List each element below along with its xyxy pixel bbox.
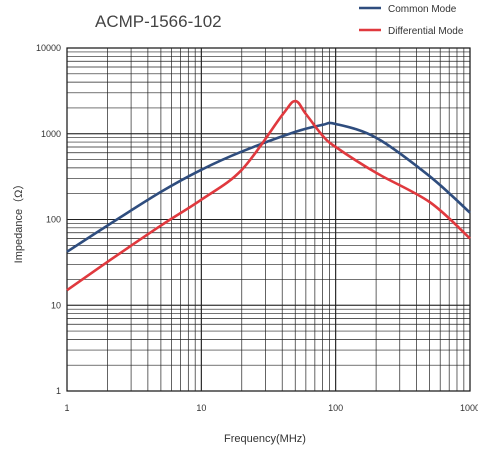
- y-tick-label: 1: [56, 386, 61, 396]
- x-tick-label: 10: [196, 403, 206, 413]
- x-tick-label: 100: [328, 403, 343, 413]
- x-tick-label: 1000: [460, 403, 478, 413]
- chart-title: ACMP-1566-102: [95, 12, 222, 31]
- y-tick-label: 1000: [41, 129, 61, 139]
- y-tick-label: 100: [46, 215, 61, 225]
- y-axis-label: Impedance（Ω）: [12, 179, 25, 264]
- legend: Common Mode Differential Mode: [359, 4, 464, 37]
- series-lines: [66, 99, 471, 292]
- series-line-differential-mode: [66, 99, 471, 292]
- y-tick-label: 10000: [36, 43, 61, 53]
- legend-label-differential-mode: Differential Mode: [388, 26, 464, 37]
- tick-labels: 1 10 100 1000 1 10 100 1000 10000: [36, 43, 478, 413]
- grid: [66, 47, 471, 392]
- x-axis-label: Frequency(MHz): [224, 433, 306, 445]
- legend-label-common-mode: Common Mode: [388, 4, 457, 15]
- series-line-common-mode: [66, 121, 471, 253]
- y-tick-label: 10: [51, 300, 61, 310]
- x-tick-label: 1: [64, 403, 69, 413]
